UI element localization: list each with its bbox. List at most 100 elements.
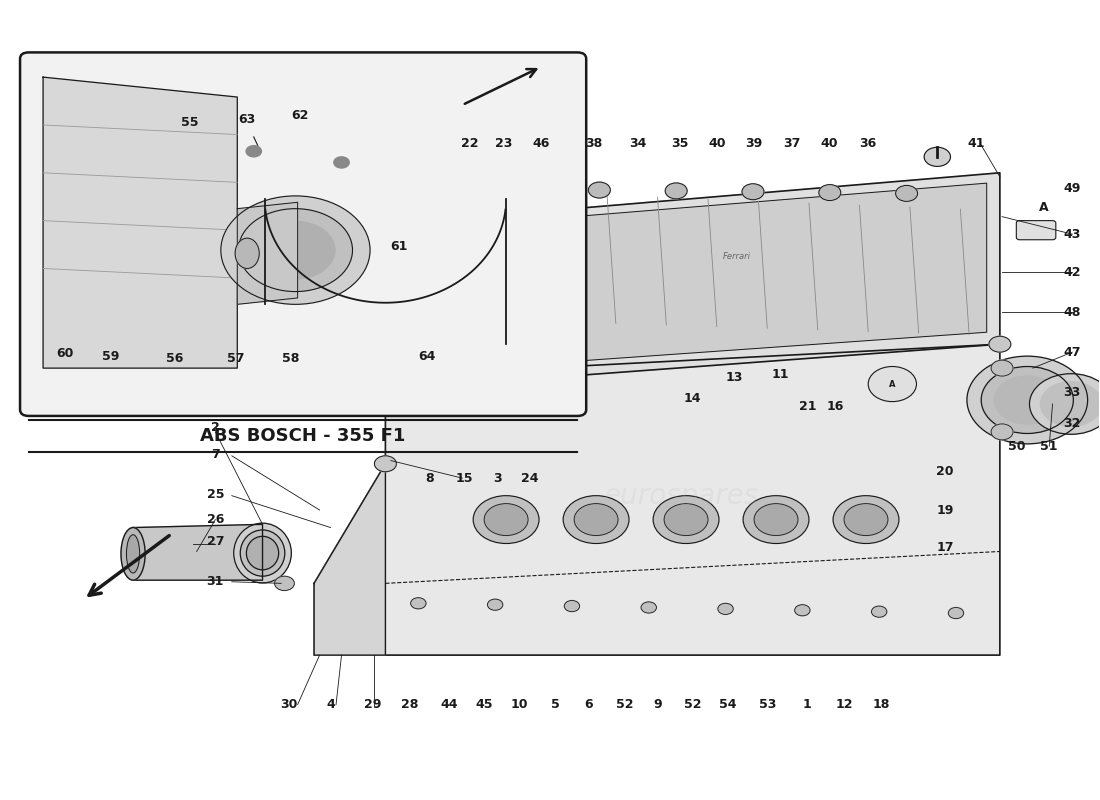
Ellipse shape — [121, 527, 145, 580]
Circle shape — [664, 504, 708, 535]
Text: 12: 12 — [835, 698, 852, 711]
Circle shape — [666, 183, 688, 199]
Text: 2: 2 — [211, 422, 220, 434]
Text: 24: 24 — [521, 472, 539, 485]
Text: 39: 39 — [746, 137, 762, 150]
Circle shape — [967, 356, 1088, 444]
Circle shape — [473, 496, 539, 543]
Text: 9: 9 — [653, 698, 662, 711]
Text: 58: 58 — [283, 352, 299, 365]
Text: 16: 16 — [826, 400, 844, 413]
Text: 36: 36 — [859, 137, 877, 150]
Text: 20: 20 — [936, 466, 954, 478]
Text: eurospares: eurospares — [192, 247, 293, 266]
Text: 37: 37 — [783, 137, 800, 150]
Text: A: A — [889, 379, 895, 389]
Circle shape — [256, 222, 334, 279]
Circle shape — [221, 196, 370, 304]
Text: 42: 42 — [1064, 266, 1081, 279]
Polygon shape — [133, 524, 263, 580]
Circle shape — [641, 602, 657, 613]
Circle shape — [1030, 374, 1100, 434]
Text: 44: 44 — [440, 698, 458, 711]
Text: 25: 25 — [207, 487, 224, 501]
Circle shape — [755, 504, 797, 535]
Text: 26: 26 — [207, 513, 224, 526]
Text: 3: 3 — [493, 472, 502, 485]
Text: 21: 21 — [799, 400, 816, 413]
Text: 31: 31 — [207, 575, 224, 588]
FancyBboxPatch shape — [20, 53, 586, 416]
Circle shape — [818, 185, 840, 201]
Text: 57: 57 — [228, 352, 245, 365]
Ellipse shape — [240, 530, 285, 576]
Text: 52: 52 — [616, 698, 634, 711]
Circle shape — [895, 186, 917, 202]
Text: 5: 5 — [551, 698, 560, 711]
Text: 64: 64 — [418, 350, 436, 362]
Text: 50: 50 — [1008, 440, 1025, 453]
Text: 52: 52 — [684, 698, 702, 711]
Polygon shape — [420, 183, 987, 372]
Text: 14: 14 — [684, 392, 702, 405]
Circle shape — [794, 605, 810, 616]
Text: 29: 29 — [364, 698, 381, 711]
Circle shape — [924, 147, 950, 166]
Polygon shape — [43, 77, 238, 368]
Text: 30: 30 — [280, 698, 297, 711]
Text: 53: 53 — [759, 698, 775, 711]
Circle shape — [564, 601, 580, 612]
Text: 60: 60 — [56, 347, 74, 360]
Circle shape — [991, 360, 1013, 376]
Text: ABS BOSCH - 355 F1: ABS BOSCH - 355 F1 — [200, 427, 406, 445]
Text: 11: 11 — [772, 368, 789, 381]
Text: 54: 54 — [719, 698, 737, 711]
Circle shape — [588, 182, 610, 198]
Text: 7: 7 — [211, 448, 220, 461]
Text: 40: 40 — [708, 137, 726, 150]
Polygon shape — [238, 202, 298, 304]
Text: 4: 4 — [327, 698, 334, 711]
Polygon shape — [315, 344, 1000, 655]
Text: 49: 49 — [1064, 182, 1081, 195]
Text: 6: 6 — [584, 698, 593, 711]
Circle shape — [512, 182, 534, 197]
Ellipse shape — [246, 536, 278, 570]
Text: 17: 17 — [936, 541, 954, 554]
Circle shape — [563, 496, 629, 543]
Text: Ferrari: Ferrari — [723, 252, 750, 261]
Circle shape — [871, 606, 887, 618]
Text: 34: 34 — [629, 137, 647, 150]
Text: 18: 18 — [872, 698, 890, 711]
Text: 13: 13 — [726, 371, 742, 384]
Text: 46: 46 — [532, 137, 550, 150]
Circle shape — [574, 504, 618, 535]
Circle shape — [333, 157, 349, 168]
Circle shape — [653, 496, 719, 543]
Circle shape — [487, 599, 503, 610]
Text: 51: 51 — [1041, 440, 1058, 453]
Text: 59: 59 — [102, 350, 120, 362]
Text: eurospares: eurospares — [604, 482, 759, 510]
Circle shape — [948, 607, 964, 618]
Circle shape — [374, 456, 396, 472]
Text: 15: 15 — [455, 472, 473, 485]
Circle shape — [994, 376, 1060, 424]
Text: 45: 45 — [475, 698, 493, 711]
Circle shape — [275, 576, 295, 590]
Text: 27: 27 — [207, 535, 224, 549]
Text: 32: 32 — [1064, 418, 1081, 430]
Circle shape — [246, 146, 262, 157]
Text: 10: 10 — [510, 698, 528, 711]
Ellipse shape — [126, 534, 140, 573]
Text: 61: 61 — [389, 241, 407, 254]
FancyBboxPatch shape — [1016, 221, 1056, 240]
Text: 23: 23 — [495, 137, 513, 150]
Circle shape — [1041, 382, 1100, 426]
Circle shape — [991, 424, 1013, 440]
Text: 1: 1 — [802, 698, 811, 711]
Text: 8: 8 — [425, 472, 433, 485]
Text: 47: 47 — [1064, 346, 1081, 358]
Text: 38: 38 — [585, 137, 603, 150]
Text: 41: 41 — [967, 137, 984, 150]
